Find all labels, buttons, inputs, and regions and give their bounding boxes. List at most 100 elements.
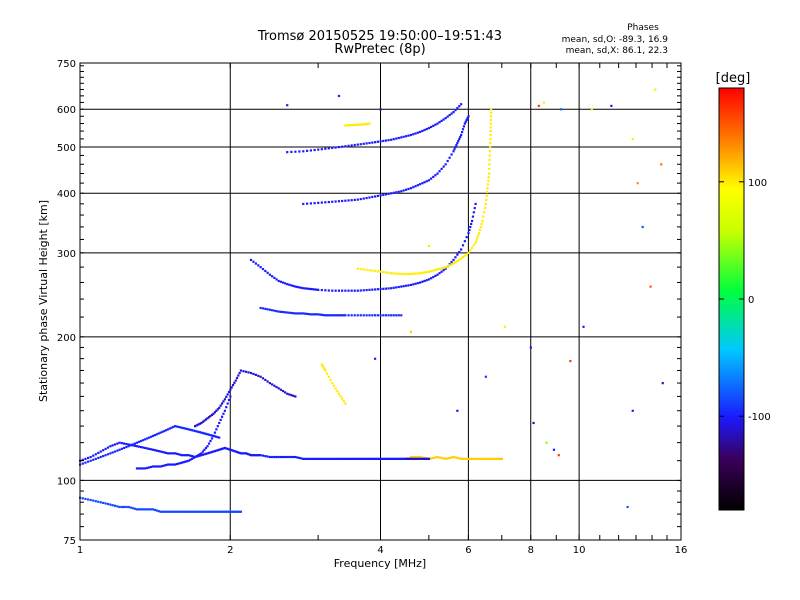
data-point [204,418,208,421]
data-point [414,185,417,188]
data-point [317,288,320,291]
data-point [412,283,415,286]
data-point [402,457,405,460]
data-point [300,286,303,289]
data-point [454,261,457,264]
data-point [148,466,151,469]
data-point [465,457,468,460]
data-point [355,123,358,126]
colorbar-label: [deg] [716,71,751,86]
data-point [334,457,337,460]
data-point [392,272,395,275]
data-point [412,133,415,136]
data-point [488,457,491,460]
data-point [500,457,504,460]
data-point [279,310,282,313]
data-point [298,456,301,460]
data-point [97,451,100,455]
data-point [306,149,309,152]
x-tick-label: 1 [77,545,83,556]
data-point [479,457,482,460]
data-point [322,457,325,460]
data-point [252,372,255,376]
data-point [254,373,257,376]
data-point [334,314,337,317]
data-point [239,510,243,513]
data-point [294,455,297,459]
data-point [382,270,385,274]
data-point [368,269,371,272]
data-point [290,311,293,315]
data-point [113,504,117,507]
data-point [292,284,295,288]
data-point [452,455,455,459]
data-point [409,133,412,137]
data-point [144,508,147,511]
data-point [402,189,405,192]
data-point [387,271,390,274]
data-point [400,272,403,276]
data-point [222,400,225,403]
data-point [419,281,422,284]
data-point [361,123,364,126]
data-point [175,462,178,466]
data-point [84,461,87,464]
data-point [177,510,180,513]
data-point [463,122,466,125]
data-point [122,505,126,509]
data-point [271,309,274,312]
data-point [486,187,489,190]
data-point [396,457,399,460]
data-point [440,267,443,270]
data-point [322,313,325,317]
data-point [104,447,107,450]
data-point [582,325,585,328]
data-point [379,287,382,291]
data-point [288,311,291,314]
data-point [390,138,393,141]
data-point [473,206,476,210]
data-point [204,432,208,435]
data-point [460,131,464,134]
data-point [483,211,486,214]
data-point [125,445,128,449]
data-point [259,266,262,269]
data-point [313,288,316,291]
data-point [184,510,187,513]
data-point [273,384,276,387]
data-point [405,284,408,287]
data-point [440,119,443,122]
data-point [460,103,463,106]
data-point [331,146,334,150]
data-point [209,434,212,437]
data-point [337,314,341,317]
data-point [140,445,143,449]
data-point [273,276,276,279]
data-point [382,193,385,196]
data-point [241,452,244,455]
data-point [395,314,398,317]
data-point [161,510,164,513]
data-point [252,260,255,263]
data-point [470,219,474,223]
data-point [427,278,431,281]
data-point [414,282,417,285]
data-point [237,374,240,377]
data-point [249,454,253,457]
data-point [215,409,218,412]
data-point [485,198,488,201]
data-point [215,435,218,438]
data-point [212,450,215,453]
data-point [184,454,187,457]
data-point [374,457,377,460]
data-point [210,434,214,437]
data-point [243,452,246,455]
data-point [179,426,182,429]
data-point [185,510,189,513]
data-point [157,432,160,435]
data-point [281,455,285,459]
data-point [149,508,153,511]
data-point [341,199,344,203]
data-point [219,448,222,451]
data-point [436,268,439,271]
